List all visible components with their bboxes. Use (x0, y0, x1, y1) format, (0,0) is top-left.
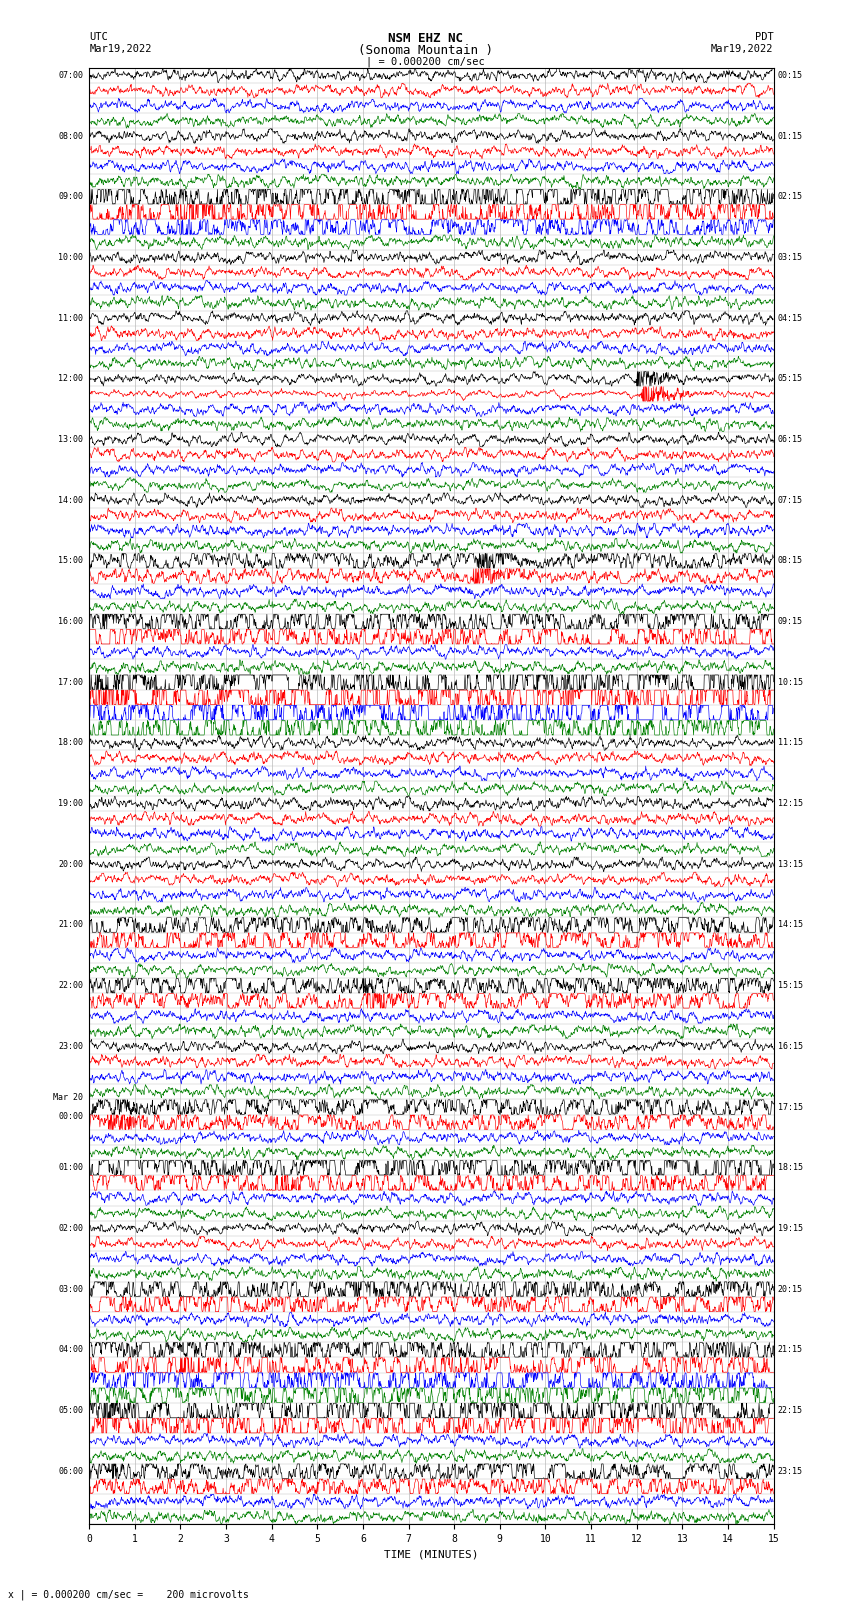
Text: 05:00: 05:00 (59, 1407, 83, 1415)
Text: 17:15: 17:15 (778, 1103, 802, 1111)
Text: x | = 0.000200 cm/sec =    200 microvolts: x | = 0.000200 cm/sec = 200 microvolts (8, 1589, 249, 1600)
Text: 00:00: 00:00 (59, 1111, 83, 1121)
Text: NSM EHZ NC: NSM EHZ NC (388, 32, 462, 45)
Text: 03:15: 03:15 (778, 253, 802, 261)
Text: 08:00: 08:00 (59, 132, 83, 140)
Text: Mar19,2022: Mar19,2022 (711, 44, 774, 53)
Text: 06:15: 06:15 (778, 436, 802, 444)
Text: 22:15: 22:15 (778, 1407, 802, 1415)
Text: 08:15: 08:15 (778, 556, 802, 565)
Text: 05:15: 05:15 (778, 374, 802, 384)
Text: 01:15: 01:15 (778, 132, 802, 140)
Text: 15:00: 15:00 (59, 556, 83, 565)
Text: 06:00: 06:00 (59, 1466, 83, 1476)
Text: 02:15: 02:15 (778, 192, 802, 202)
Text: 09:00: 09:00 (59, 192, 83, 202)
Text: 14:15: 14:15 (778, 921, 802, 929)
Text: 16:00: 16:00 (59, 618, 83, 626)
Text: 10:00: 10:00 (59, 253, 83, 261)
Text: 21:15: 21:15 (778, 1345, 802, 1355)
Text: 13:15: 13:15 (778, 860, 802, 869)
Text: 19:00: 19:00 (59, 798, 83, 808)
Text: 19:15: 19:15 (778, 1224, 802, 1232)
Text: 20:15: 20:15 (778, 1284, 802, 1294)
Text: 04:00: 04:00 (59, 1345, 83, 1355)
Text: 12:00: 12:00 (59, 374, 83, 384)
Text: 23:00: 23:00 (59, 1042, 83, 1050)
Text: PDT: PDT (755, 32, 774, 42)
Text: 18:00: 18:00 (59, 739, 83, 747)
Text: 02:00: 02:00 (59, 1224, 83, 1232)
Text: 23:15: 23:15 (778, 1466, 802, 1476)
Text: 03:00: 03:00 (59, 1284, 83, 1294)
Text: 07:00: 07:00 (59, 71, 83, 79)
Text: 12:15: 12:15 (778, 798, 802, 808)
Text: 21:00: 21:00 (59, 921, 83, 929)
Text: 11:15: 11:15 (778, 739, 802, 747)
Text: | = 0.000200 cm/sec: | = 0.000200 cm/sec (366, 56, 484, 68)
Text: 11:00: 11:00 (59, 313, 83, 323)
Text: 16:15: 16:15 (778, 1042, 802, 1050)
X-axis label: TIME (MINUTES): TIME (MINUTES) (384, 1550, 479, 1560)
Text: (Sonoma Mountain ): (Sonoma Mountain ) (358, 44, 492, 56)
Text: 07:15: 07:15 (778, 495, 802, 505)
Text: 01:00: 01:00 (59, 1163, 83, 1173)
Text: 18:15: 18:15 (778, 1163, 802, 1173)
Text: 00:15: 00:15 (778, 71, 802, 79)
Text: 09:15: 09:15 (778, 618, 802, 626)
Text: 17:00: 17:00 (59, 677, 83, 687)
Text: 20:00: 20:00 (59, 860, 83, 869)
Text: Mar 20: Mar 20 (54, 1094, 83, 1102)
Text: 14:00: 14:00 (59, 495, 83, 505)
Text: 13:00: 13:00 (59, 436, 83, 444)
Text: 10:15: 10:15 (778, 677, 802, 687)
Text: 22:00: 22:00 (59, 981, 83, 990)
Text: Mar19,2022: Mar19,2022 (89, 44, 152, 53)
Text: UTC: UTC (89, 32, 108, 42)
Text: 04:15: 04:15 (778, 313, 802, 323)
Text: 15:15: 15:15 (778, 981, 802, 990)
